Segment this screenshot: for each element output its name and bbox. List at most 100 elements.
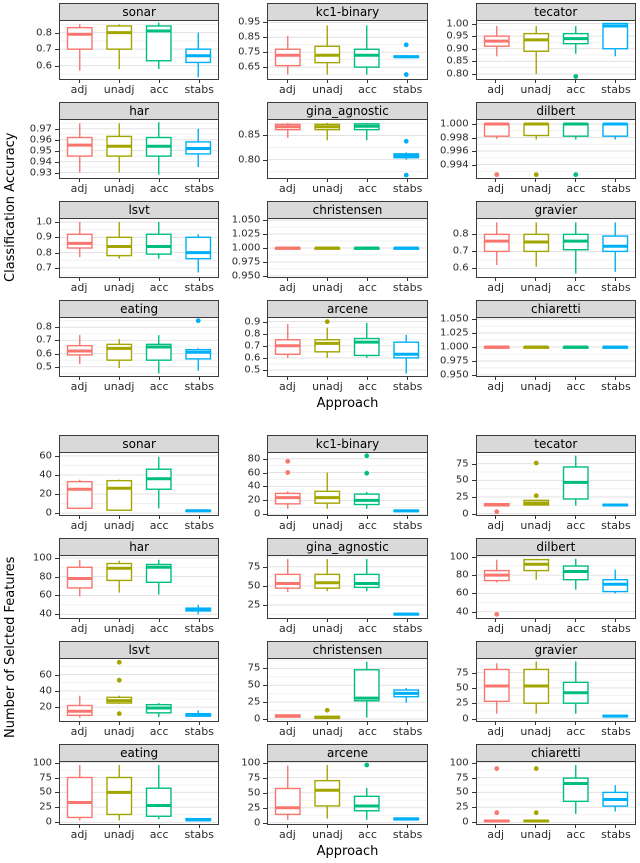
plot-area [267,317,428,377]
x-tick-label: adj [267,619,307,636]
y-tick-label: 0.7 [36,334,52,346]
y-tick-label: 0 [45,507,52,519]
box-acc [562,122,589,178]
y-tick-mark [471,513,476,515]
y-tick-label: 75 [247,772,261,784]
x-axis-ticks: adj unadj acc stabs [476,825,636,842]
plot-row: 0 25 50 75 100 [227,757,428,828]
plot-area [475,218,636,278]
y-tick-label: 50 [39,786,52,798]
box-stabs [601,122,628,140]
x-axis-ticks: adj unadj acc stabs [476,377,636,394]
x-tick-label: acc [556,278,596,295]
box-adj [483,345,510,349]
plot-area [475,658,636,722]
selected-features-figure: Number of Selcted Features sonar 0 20 40 60 a… [2,435,636,859]
y-axis-ticks: 0 25 50 75 [436,452,476,520]
y-tick-mark [471,687,476,689]
y-tick-mark [471,556,476,558]
box-unadj [522,345,549,349]
y-tick-mark [55,366,59,368]
y-tick-mark [263,792,268,794]
y-tick-mark [471,319,476,321]
boxplot-canvas [476,222,635,274]
features-y-axis-label: Number of Selcted Features [3,556,18,738]
y-tick-label: 0.75 [238,46,261,58]
y-tick-mark [263,357,268,359]
y-tick-mark [263,52,268,54]
panel-lsvt: lsvt 0.7 0.8 0.9 1.0 adj unadj acc stabs [19,201,220,295]
y-axis-ticks: 0 25 50 75 100 [227,757,268,828]
y-axis-ticks: 0.80 0.85 0.90 0.95 1.00 [436,18,476,80]
box-unadj [106,339,133,369]
x-tick-label: adj [476,722,516,739]
y-tick-mark [263,585,268,587]
y-tick-label: 0.994 [440,159,469,170]
y-tick-mark [55,792,59,794]
boxplot-canvas [476,762,635,823]
panel-title: har [59,102,220,119]
x-tick-label: unadj [516,825,556,842]
y-tick-label: 0.8 [36,247,52,259]
box-unadj [106,560,133,593]
y-tick-mark [263,275,268,277]
box-acc [562,345,589,349]
panel-kc1-binary: kc1-binary 0.65 0.75 0.85 0.95 adj unadj acc sta… [227,3,428,97]
box-stabs [185,128,212,168]
y-tick-mark [263,604,268,606]
box-stabs [601,22,628,57]
box-stabs [393,42,420,77]
y-tick-label: 60 [39,669,52,680]
x-tick-label: stabs [596,278,636,295]
x-tick-label: adj [267,516,307,533]
y-tick-mark [471,497,476,498]
y-tick-label: 1.025 [440,327,469,339]
plot-row: 0.6 0.7 0.8 [19,20,220,80]
panel-chiaretti: chiaretti 0 25 50 75 100 adj unadj acc stabs [436,744,636,842]
y-axis-ticks: 40 60 80 100 [436,551,476,619]
y-tick-mark [263,458,268,460]
panel-title: arcene [267,744,428,761]
y-tick-mark [263,514,268,516]
x-axis-ticks: adj unadj acc stabs [267,278,427,295]
panel-har: har 0.93 0.94 0.95 0.96 0.97 adj unadj acc stabs [19,102,220,196]
y-axis-ticks: 0.93 0.94 0.95 0.96 0.97 [19,119,59,179]
y-tick-mark [55,222,59,224]
x-axis-ticks: adj unadj acc stabs [59,179,219,196]
x-axis-ticks: adj unadj acc stabs [59,377,219,394]
panel-title: eating [59,300,220,317]
y-tick-label: 50 [247,787,261,799]
y-tick-label: 80 [247,453,261,465]
y-tick-label: 0 [462,508,469,520]
y-tick-label: 75 [455,458,469,470]
y-tick-mark [55,353,59,355]
x-tick-label: stabs [179,516,219,533]
y-tick-mark [263,234,268,236]
boxplot-canvas [60,455,218,514]
y-tick-mark [55,49,59,51]
box-acc [145,335,172,374]
y-axis-ticks: 0.5 0.6 0.7 0.8 [19,317,59,377]
y-tick-mark [471,762,476,764]
x-tick-label: adj [476,825,516,842]
x-tick-label: unadj [307,80,347,97]
x-tick-label: unadj [307,179,347,196]
box-unadj [522,122,549,178]
box-adj [483,122,510,178]
plot-area [475,119,636,179]
x-tick-label: unadj [307,722,347,739]
y-axis-ticks: 0 25 50 75 100 [19,757,59,828]
y-tick-label: 0.975 [440,355,469,367]
x-tick-label: stabs [596,179,636,196]
x-tick-label: adj [267,825,307,842]
boxplot-canvas [60,659,218,718]
y-axis-ticks: 0.6 0.7 0.8 [19,20,59,80]
y-tick-mark [471,374,476,376]
box-unadj [522,558,549,580]
box-adj [275,35,302,75]
x-tick-label: stabs [388,179,428,196]
y-tick-label: 0.7 [36,262,52,274]
panel-kc1-binary: kc1-binary 0 20 40 60 80 adj unadj acc stabs [227,435,428,533]
y-tick-mark [471,807,476,809]
x-tick-label: unadj [307,377,347,394]
